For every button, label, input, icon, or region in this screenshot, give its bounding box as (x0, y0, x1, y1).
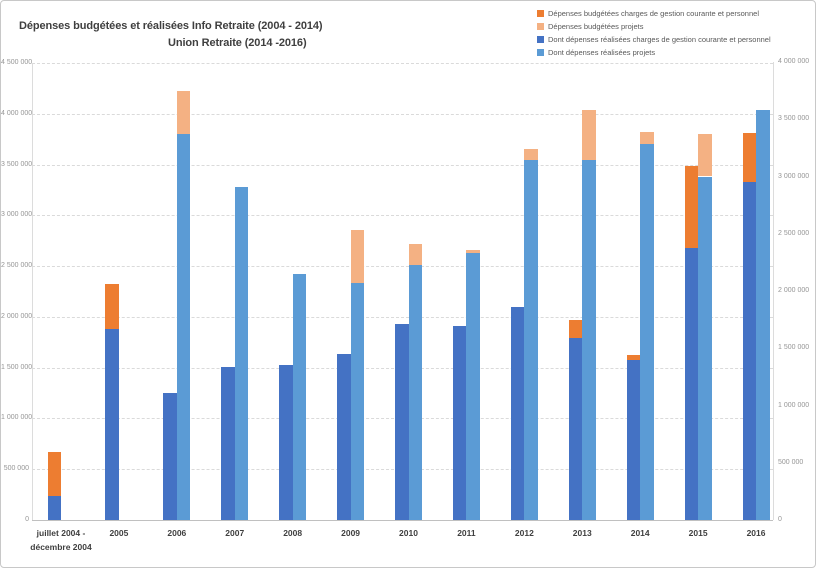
bar-realisees-projets-2015 (698, 176, 712, 520)
legend-swatch-budgetees-charges (537, 9, 544, 17)
bar-realisees-projets-2011 (466, 253, 480, 520)
right-axis-label: 2 000 000 (778, 287, 810, 294)
right-axis-label: 1 000 000 (778, 401, 810, 409)
gridline (32, 316, 773, 318)
legend-item-realisees-projets: Dont dépenses réalisées projets (537, 46, 655, 58)
bar-realisees-charges-2014 (626, 359, 641, 520)
bar-budgetees-charges-2005 (105, 284, 119, 330)
bar-realisees-charges-2013 (568, 338, 583, 520)
x-axis-label: 2010 (399, 528, 418, 538)
left-axis-label: 3 000 000 (1, 211, 33, 219)
right-axis-label: 1 500 000 (778, 344, 810, 352)
x-axis-label: 2013 (572, 528, 592, 538)
left-axis-label: 0 (25, 516, 29, 523)
left-axis-label: 1 000 000 (1, 414, 33, 422)
x-axis-label: 2009 (341, 528, 361, 538)
gridline (32, 266, 773, 268)
x-axis-label: 2007 (225, 528, 245, 538)
bar-realisees-projets-2009 (350, 282, 365, 520)
left-axis-label: 4 500 000 (1, 59, 33, 66)
gridline (32, 215, 773, 217)
legend-swatch-realisees-projets (537, 48, 544, 56)
left-axis-label: 3 500 000 (1, 160, 33, 168)
legend-item-realisees-charges: Dont dépenses réalisées charges de gesti… (537, 33, 771, 45)
legend-label-realisees-charges: Dont dépenses réalisées charges de gesti… (548, 34, 771, 44)
bar-budgetees-charges-2015 (684, 165, 699, 248)
bar-realisees-projets-2016 (756, 110, 770, 520)
plot-border-left (32, 63, 33, 520)
bar-realisees-charges-2012 (510, 306, 525, 520)
bar-realisees-projets-2010 (408, 264, 423, 520)
bar-realisees-charges-2015 (684, 247, 699, 520)
bar-budgetees-charges-2014 (626, 355, 641, 360)
x-axis-line (32, 520, 773, 521)
x-axis-label: 2012 (514, 528, 534, 538)
bar-budgetees-projets-2013 (582, 110, 596, 161)
chart-title-line2: Union Retraite (2014 -2016) (168, 37, 307, 49)
left-axis-label: 2 000 000 (1, 312, 33, 320)
x-axis-label: 2008 (283, 528, 303, 538)
legend-label-budgetees-projets: Dépenses budgétées projets (548, 21, 644, 31)
x-axis-label: 2011 (457, 528, 476, 538)
bar-realisees-projets-2007 (234, 186, 249, 520)
legend-item-budgetees-projets: Dépenses budgétées projets (537, 20, 643, 32)
x-axis-label: 2006 (167, 528, 187, 538)
bar-budgetees-projets-2011 (466, 249, 480, 254)
right-axis-label: 0 (778, 516, 782, 523)
x-axis-label: 2014 (630, 528, 650, 538)
bar-budgetees-charges-2016 (742, 133, 757, 182)
right-axis-label: 3 500 000 (778, 115, 810, 123)
bar-realisees-projets-2013 (582, 160, 596, 520)
bar-budgetees-projets-2006 (176, 90, 191, 135)
legend-swatch-realisees-charges (537, 35, 544, 43)
chart-title-line1: Dépenses budgétées et réalisées Info Ret… (19, 20, 323, 32)
bar-realisees-charges-2005 (105, 329, 119, 520)
bar-budgetees-projets-2009 (350, 230, 365, 283)
bar-realisees-charges-2007 (221, 366, 235, 520)
legend-label-realisees-projets: Dont dépenses réalisées projets (548, 47, 656, 57)
bar-realisees-charges-2004 (47, 495, 61, 520)
bar-realisees-charges-2010 (395, 323, 409, 520)
bar-realisees-charges-2016 (742, 181, 757, 520)
x-axis-label: 2005 (109, 528, 129, 538)
bar-realisees-charges-2008 (279, 364, 293, 520)
right-axis-label: 2 500 000 (778, 229, 810, 237)
gridline (32, 113, 773, 115)
left-axis-label: 2 500 000 (1, 262, 33, 270)
legend-swatch-budgetees-projets (537, 22, 544, 30)
bar-budgetees-projets-2010 (408, 244, 423, 265)
bar-budgetees-projets-2015 (698, 134, 712, 177)
gridline (32, 63, 773, 64)
legend-label-budgetees-charges: Dépenses budgétées charges de gestion co… (548, 8, 759, 18)
gridline (32, 164, 773, 166)
bar-realisees-charges-2009 (337, 354, 351, 520)
bar-realisees-projets-2006 (176, 134, 191, 520)
bar-realisees-charges-2006 (163, 393, 177, 520)
bar-realisees-charges-2011 (452, 326, 467, 520)
legend-item-budgetees-charges: Dépenses budgétées charges de gestion co… (537, 7, 759, 19)
bar-budgetees-projets-2012 (524, 149, 538, 161)
right-axis-label: 4 000 000 (778, 58, 810, 65)
left-axis-label: 500 000 (3, 465, 29, 473)
bar-budgetees-charges-2013 (568, 319, 583, 339)
left-axis-label: 1 500 000 (1, 363, 33, 371)
bar-budgetees-charges-2004 (47, 451, 61, 496)
x-axis-label: 2016 (746, 528, 766, 538)
plot-border-right (773, 62, 774, 520)
bar-realisees-projets-2012 (524, 160, 538, 520)
x-axis-label: 2015 (688, 528, 708, 538)
bar-budgetees-projets-2014 (640, 131, 654, 145)
right-axis-label: 3 000 000 (778, 172, 810, 180)
x-axis-label: juillet 2004 - décembre 2004 (30, 528, 92, 552)
right-axis-label: 500 000 (778, 458, 804, 466)
left-axis-label: 4 000 000 (1, 109, 33, 117)
bar-realisees-projets-2014 (640, 144, 654, 520)
bar-realisees-projets-2008 (292, 273, 307, 520)
